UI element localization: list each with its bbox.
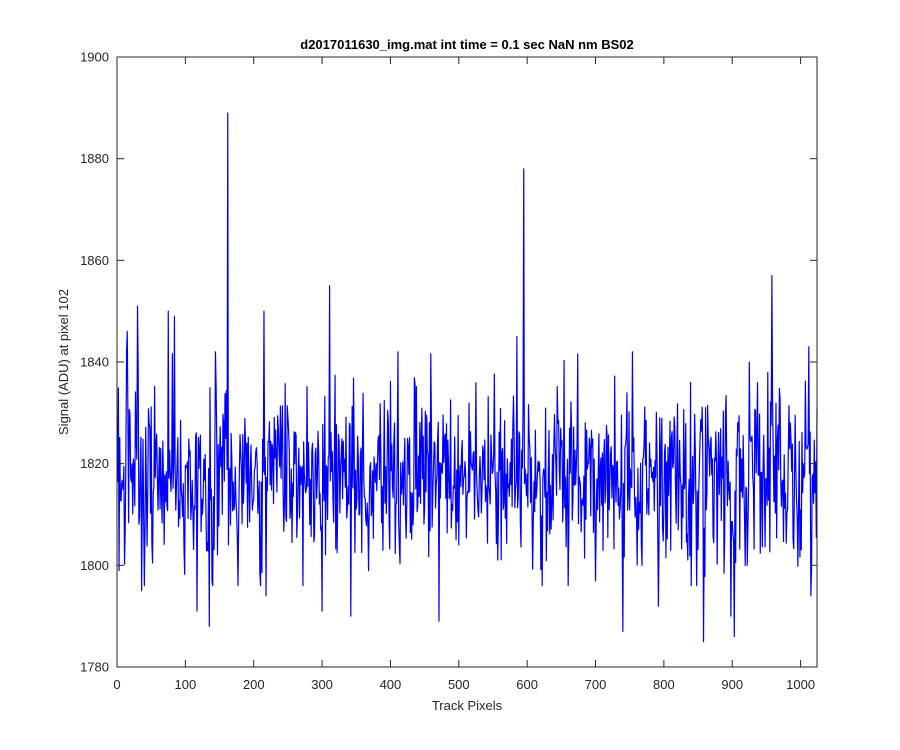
chart-title: d2017011630_img.mat int time = 0.1 sec N… [300,37,633,52]
x-axis: 0 100 200 300 400 500 600 700 800 900 1000 [113,57,815,692]
x-tick-label: 500 [448,677,470,692]
y-tick-label: 1820 [80,456,109,471]
y-tick-label: 1860 [80,253,109,268]
x-tick-label: 300 [311,677,333,692]
y-tick-label: 1780 [80,660,109,675]
x-tick-label: 700 [585,677,607,692]
y-axis: 1780 1800 1820 1840 1860 1880 1900 [80,50,817,675]
x-tick-label: 800 [653,677,675,692]
x-axis-label: Track Pixels [432,698,503,713]
y-tick-label: 1800 [80,558,109,573]
x-tick-label: 100 [175,677,197,692]
series-layer [117,112,818,643]
x-tick-label: 200 [243,677,265,692]
x-tick-label: 600 [516,677,538,692]
series-line [117,112,818,643]
x-tick-label: 1000 [786,677,815,692]
y-tick-label: 1880 [80,151,109,166]
y-tick-label: 1900 [80,50,109,65]
x-tick-label: 900 [721,677,743,692]
x-tick-label: 400 [380,677,402,692]
y-tick-label: 1840 [80,355,109,370]
plot-area [117,57,817,667]
x-tick-label: 0 [113,677,120,692]
y-axis-label: Signal (ADU) at pixel 102 [56,289,71,435]
